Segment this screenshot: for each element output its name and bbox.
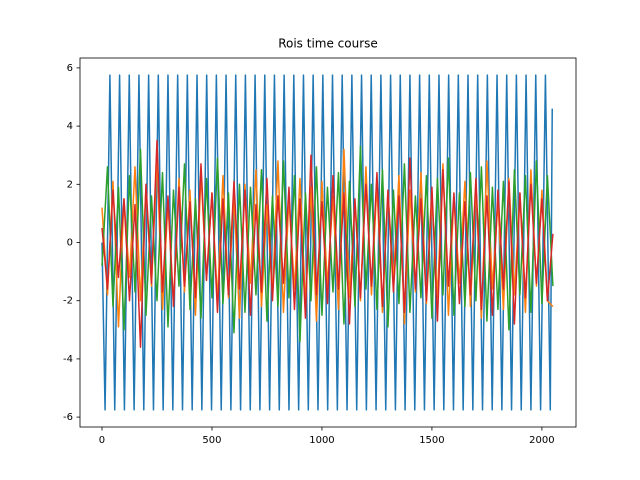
x-tick-label: 1000 [309, 435, 334, 446]
x-tick-label: 2000 [529, 435, 554, 446]
x-tick-label: 1500 [419, 435, 444, 446]
x-tick-label: 0 [99, 435, 105, 446]
y-tick-label: -6 [63, 412, 73, 423]
series-line [101, 145, 554, 343]
y-tick-label: -2 [63, 296, 73, 307]
x-tick-label: 500 [202, 435, 221, 446]
y-tick-label: -4 [63, 354, 73, 365]
series-line [101, 139, 554, 349]
plot-area [101, 74, 554, 411]
y-tick-label: 0 [67, 238, 73, 249]
series-line [101, 74, 553, 411]
y-tick-label: 2 [67, 179, 73, 190]
y-tick-label: 4 [67, 121, 73, 132]
y-tick-label: 6 [67, 63, 73, 74]
chart-title: Rois time course [278, 37, 378, 51]
